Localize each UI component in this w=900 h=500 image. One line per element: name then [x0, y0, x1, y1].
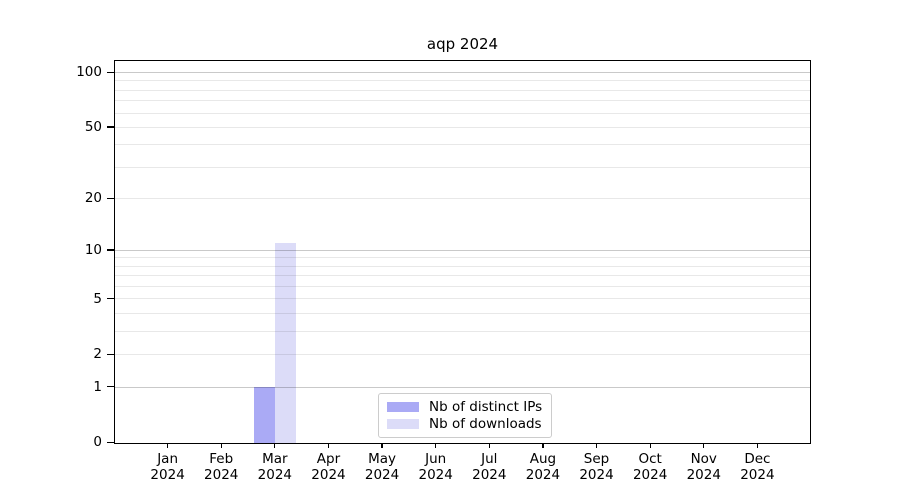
y-axis-tick [107, 353, 114, 355]
x-axis-tick [488, 443, 490, 448]
chart-title: aqp 2024 [426, 35, 499, 53]
x-axis-year: 2024 [632, 466, 668, 483]
x-axis-month: Feb [209, 450, 234, 467]
x-axis-month: Sep [583, 450, 610, 467]
minor-gridline [115, 298, 810, 300]
x-axis-year: 2024 [418, 466, 453, 483]
minor-gridline [115, 257, 810, 259]
legend-label-distinct-ips: Nb of distinct IPs [429, 398, 543, 415]
y-axis-tick-label: 2 [93, 346, 102, 363]
x-axis-month: Jun [425, 450, 447, 467]
minor-gridline [115, 126, 810, 128]
x-axis-tick [649, 443, 651, 448]
x-axis-tick-label: Apr 2024 [300, 451, 356, 483]
x-axis-year: 2024 [364, 466, 400, 483]
legend-label-downloads: Nb of downloads [429, 415, 542, 432]
y-axis-tick-label: 100 [76, 64, 102, 81]
minor-gridline [115, 80, 810, 82]
x-axis-tick-label: Sep 2024 [569, 451, 625, 483]
minor-gridline [115, 100, 810, 102]
y-axis-tick-label: 50 [84, 119, 102, 136]
x-axis-tick [703, 443, 705, 448]
x-axis-tick-label: Aug 2024 [515, 451, 571, 483]
legend: Nb of distinct IPs Nb of downloads [378, 393, 553, 438]
plot-area [114, 60, 811, 444]
y-axis-tick [107, 298, 114, 300]
x-axis-tick [167, 443, 169, 448]
minor-gridline [115, 166, 810, 168]
bar-distinct-ips-mar [253, 386, 275, 443]
legend-item-distinct-ips: Nb of distinct IPs [387, 398, 542, 415]
y-axis-tick-label: 10 [84, 242, 102, 259]
x-axis-month: Apr [316, 450, 341, 467]
x-axis-tick-label: May 2024 [354, 451, 410, 483]
minor-gridline [115, 198, 810, 200]
y-axis-tick-label: 1 [93, 378, 102, 395]
x-axis-month: Oct [638, 450, 662, 467]
x-axis-year: 2024 [150, 466, 185, 483]
x-axis-tick-label: Dec 2024 [729, 451, 785, 483]
x-axis-tick [381, 443, 383, 448]
y-axis-tick-label: 20 [84, 190, 102, 207]
minor-gridline [115, 275, 810, 277]
x-axis-tick-label: Jul 2024 [461, 451, 517, 483]
minor-gridline [115, 144, 810, 146]
x-axis-tick [542, 443, 544, 448]
minor-gridline [115, 265, 810, 267]
x-axis-tick [595, 443, 598, 448]
major-gridline [115, 249, 810, 251]
minor-gridline [115, 286, 810, 288]
bar-downloads-mar [274, 243, 296, 443]
x-axis-month: Mar [262, 450, 288, 467]
minor-gridline [115, 330, 810, 332]
x-axis-year: 2024 [579, 466, 614, 483]
x-axis-tick-label: Mar 2024 [247, 451, 303, 483]
x-axis-month: Aug [529, 450, 557, 467]
x-axis-tick-label: Nov 2024 [676, 451, 732, 483]
x-axis-year: 2024 [472, 466, 507, 483]
x-axis-tick [327, 443, 330, 448]
minor-gridline [115, 354, 810, 356]
x-axis-tick-label: Feb 2024 [193, 451, 249, 483]
x-axis-tick [756, 443, 758, 448]
minor-gridline [115, 89, 810, 91]
x-axis-year: 2024 [257, 466, 293, 483]
x-axis-month: Jan [157, 450, 179, 467]
x-axis-month: Jul [481, 450, 498, 467]
x-axis-tick-label: Jan 2024 [140, 451, 196, 483]
legend-item-downloads: Nb of downloads [387, 415, 542, 432]
x-axis-tick-label: Jun 2024 [408, 451, 464, 483]
y-axis-tick [107, 71, 114, 73]
x-axis-year: 2024 [525, 466, 561, 483]
y-axis-tick [107, 441, 114, 443]
x-axis-tick [435, 443, 437, 448]
x-axis-year: 2024 [740, 466, 775, 483]
legend-swatch-distinct-ips [387, 401, 419, 412]
x-axis-tick-label: Oct 2024 [622, 451, 678, 483]
y-axis-tick [107, 249, 114, 251]
y-axis-tick [107, 197, 114, 199]
minor-gridline [115, 112, 810, 114]
legend-swatch-downloads [387, 418, 419, 429]
x-axis-year: 2024 [311, 466, 346, 483]
x-axis-month: Dec [744, 450, 771, 467]
y-axis-tick-label: 0 [93, 434, 102, 451]
y-axis-tick [107, 126, 114, 128]
minor-gridline [115, 313, 810, 315]
x-axis-tick [274, 443, 276, 448]
y-axis-tick-label: 5 [93, 290, 102, 307]
x-axis-tick [220, 443, 222, 448]
x-axis-year: 2024 [204, 466, 239, 483]
major-gridline [115, 72, 810, 74]
x-axis-month: May [368, 450, 397, 467]
x-axis-year: 2024 [686, 466, 721, 483]
x-axis-month: Nov [690, 450, 717, 467]
major-gridline [115, 386, 810, 388]
y-axis-tick [107, 386, 114, 388]
